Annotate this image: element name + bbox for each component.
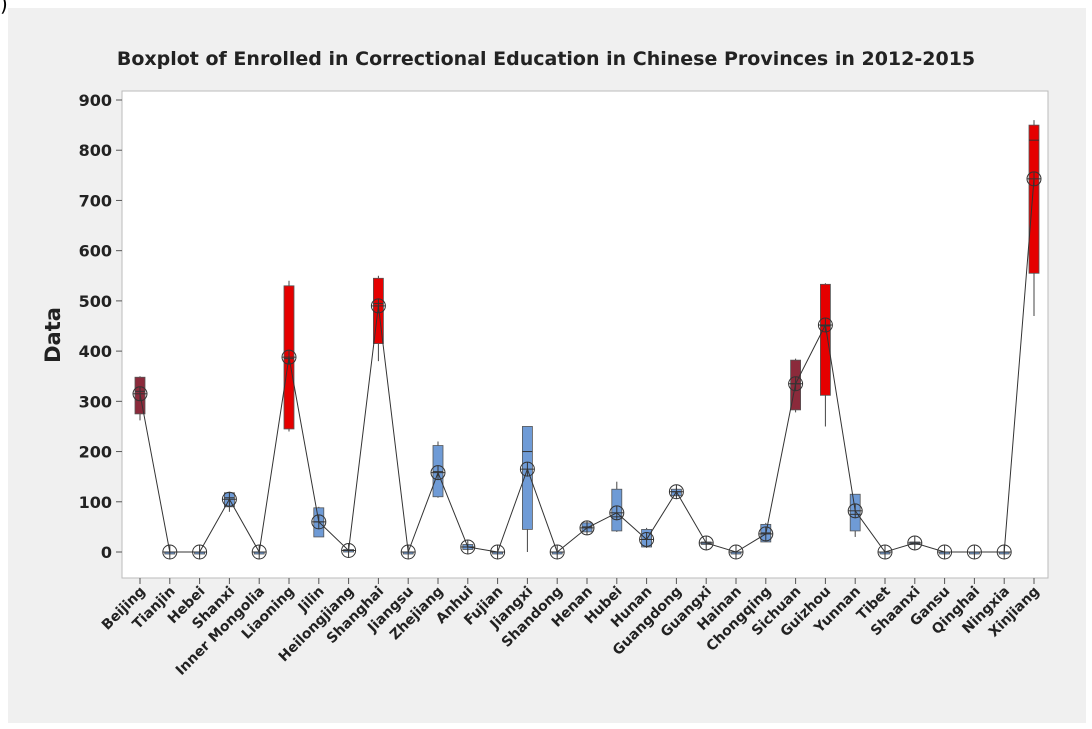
y-tick-label: 400 <box>79 342 112 361</box>
y-tick-label: 0 <box>101 543 112 562</box>
mean-symbol <box>519 461 535 477</box>
mean-symbol <box>341 542 357 558</box>
mean-symbol <box>639 531 655 547</box>
mean-symbol <box>877 544 893 560</box>
mean-symbol <box>281 349 297 365</box>
mean-symbol <box>549 544 565 560</box>
mean-symbol <box>430 465 446 481</box>
y-tick-label: 700 <box>79 191 112 210</box>
y-tick-label: 900 <box>79 91 112 110</box>
mean-symbol <box>311 514 327 530</box>
mean-symbol <box>847 503 863 519</box>
corner-mark: ) <box>0 0 8 16</box>
mean-symbol <box>490 544 506 560</box>
mean-symbol <box>788 376 804 392</box>
mean-symbol <box>162 544 178 560</box>
mean-symbol <box>996 544 1012 560</box>
mean-symbol <box>937 544 953 560</box>
mean-symbol <box>579 520 595 536</box>
mean-symbol <box>698 535 714 551</box>
mean-symbol <box>966 544 982 560</box>
box-body <box>820 283 831 396</box>
plot-area <box>121 90 1049 579</box>
mean-symbol <box>460 539 476 555</box>
mean-symbol <box>132 386 148 402</box>
box-body <box>1028 124 1040 274</box>
box-xinjiang <box>1028 120 1040 316</box>
y-tick-label: 100 <box>79 493 112 512</box>
box-body <box>522 426 533 530</box>
y-tick-label: 800 <box>79 141 112 160</box>
y-axis: 0 100 200 300 400 500 600 700 800 900 <box>79 91 122 562</box>
mean-symbol <box>758 526 774 542</box>
mean-symbol <box>370 298 386 314</box>
mean-symbol <box>668 484 684 500</box>
mean-symbols <box>132 171 1042 560</box>
mean-symbol <box>192 544 208 560</box>
y-tick-label: 300 <box>79 392 112 411</box>
mean-symbol <box>221 491 237 507</box>
y-tick-label: 500 <box>79 292 112 311</box>
y-tick-label: 600 <box>79 242 112 261</box>
box-jiangxi <box>522 426 533 552</box>
chart-title: Boxplot of Enrolled in Correctional Educ… <box>117 48 975 70</box>
mean-symbol <box>728 544 744 560</box>
mean-symbol <box>907 535 923 551</box>
mean-symbol <box>251 544 267 560</box>
mean-symbol <box>1026 171 1042 187</box>
y-axis-label: Data <box>41 307 65 363</box>
mean-symbol <box>400 544 416 560</box>
mean-symbol <box>817 317 833 333</box>
mean-symbol <box>609 505 625 521</box>
y-tick-label: 200 <box>79 443 112 462</box>
